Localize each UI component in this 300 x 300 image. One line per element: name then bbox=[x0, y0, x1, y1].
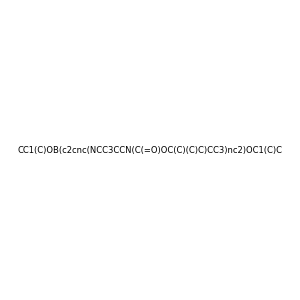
Text: CC1(C)OB(c2cnc(NCC3CCN(C(=O)OC(C)(C)C)CC3)nc2)OC1(C)C: CC1(C)OB(c2cnc(NCC3CCN(C(=O)OC(C)(C)C)CC… bbox=[17, 146, 283, 154]
